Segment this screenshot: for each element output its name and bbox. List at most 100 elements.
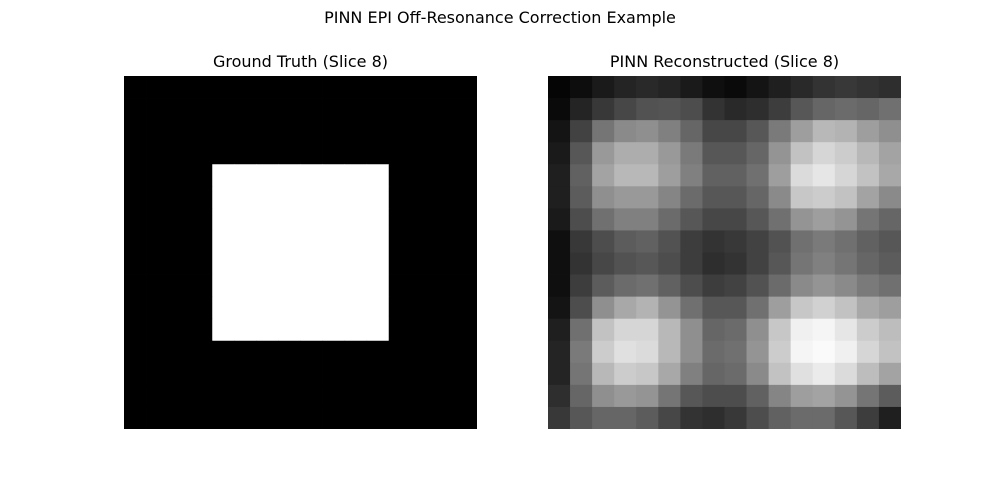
- reconstructed-cell: [636, 76, 659, 99]
- reconstructed-cell: [658, 76, 681, 99]
- ground-truth-cell: [212, 362, 235, 386]
- ground-truth-cell: [212, 142, 235, 165]
- ground-truth-cell: [168, 120, 191, 143]
- reconstructed-cell: [834, 252, 858, 275]
- reconstructed-cell: [790, 296, 814, 320]
- reconstructed-cell: [856, 164, 880, 187]
- reconstructed-cell: [878, 120, 901, 143]
- reconstructed-cell: [834, 142, 858, 165]
- ground-truth-cell: [432, 274, 456, 298]
- reconstructed-cell: [768, 318, 792, 342]
- reconstructed-cell: [724, 362, 747, 386]
- reconstructed-cell: [548, 340, 571, 364]
- ground-truth-cell: [432, 230, 456, 253]
- reconstructed-cell: [658, 296, 681, 320]
- ground-truth-cell: [212, 274, 235, 298]
- reconstructed-cell: [768, 406, 792, 429]
- reconstructed-cell: [570, 362, 593, 386]
- reconstructed-cell: [746, 186, 770, 209]
- ground-truth-cell: [322, 230, 346, 253]
- reconstructed-cell: [768, 384, 792, 408]
- reconstructed-cell: [768, 208, 792, 231]
- reconstructed-cell: [724, 98, 747, 121]
- reconstructed-cell: [592, 252, 615, 275]
- ground-truth-cell: [168, 274, 191, 298]
- ground-truth-cell: [256, 142, 279, 165]
- reconstructed-cell: [680, 406, 703, 429]
- ground-truth-cell: [366, 142, 390, 165]
- reconstructed-cell: [812, 296, 836, 320]
- ground-truth-cell: [256, 230, 279, 253]
- reconstructed-cell: [834, 274, 858, 298]
- ground-truth-cell: [454, 186, 477, 209]
- reconstructed-cell: [570, 252, 593, 275]
- ground-truth-cell: [454, 318, 477, 342]
- ground-truth-cell: [300, 362, 323, 386]
- ground-truth-cell: [388, 120, 412, 143]
- reconstructed-cell: [790, 384, 814, 408]
- ground-truth-cell: [124, 252, 147, 275]
- reconstructed-cell: [768, 98, 792, 121]
- reconstructed-cell: [548, 362, 571, 386]
- ground-truth-cell: [344, 142, 368, 165]
- ground-truth-cell: [432, 340, 456, 364]
- reconstructed-cell: [790, 340, 814, 364]
- ground-truth-cell: [256, 208, 279, 231]
- ground-truth-cell: [278, 406, 301, 429]
- reconstructed-cell: [856, 318, 880, 342]
- ground-truth-cell: [234, 230, 257, 253]
- ground-truth-cell: [124, 76, 147, 99]
- reconstructed-cell: [834, 230, 858, 253]
- reconstructed-cell: [768, 362, 792, 386]
- ground-truth-cell: [454, 208, 477, 231]
- reconstructed-cell: [592, 164, 615, 187]
- ground-truth-cell: [322, 296, 346, 320]
- reconstructed-cell: [856, 120, 880, 143]
- reconstructed-cell: [768, 76, 792, 99]
- reconstructed-cell: [878, 384, 901, 408]
- reconstructed-cell: [702, 340, 725, 364]
- ground-truth-cell: [410, 142, 434, 165]
- reconstructed-cell: [790, 208, 814, 231]
- reconstructed-cell: [680, 120, 703, 143]
- reconstructed-cell: [658, 120, 681, 143]
- ground-truth-cell: [388, 186, 412, 209]
- reconstructed-cell: [680, 76, 703, 99]
- ground-truth-cell: [410, 164, 434, 187]
- reconstructed-heatmap: [548, 76, 901, 429]
- reconstructed-cell: [724, 142, 747, 165]
- reconstructed-cell: [724, 318, 747, 342]
- ground-truth-cell: [168, 208, 191, 231]
- reconstructed-cell: [592, 230, 615, 253]
- ground-truth-cell: [124, 318, 147, 342]
- reconstructed-cell: [724, 120, 747, 143]
- reconstructed-cell: [834, 406, 858, 429]
- ground-truth-cell: [278, 98, 301, 121]
- ground-truth-cell: [168, 142, 191, 165]
- ground-truth-cell: [124, 98, 147, 121]
- reconstructed-cell: [548, 274, 571, 298]
- ground-truth-cell: [344, 274, 368, 298]
- ground-truth-cell: [124, 340, 147, 364]
- reconstructed-cell: [658, 274, 681, 298]
- ground-truth-cell: [300, 340, 323, 364]
- ground-truth-cell: [234, 274, 257, 298]
- reconstructed-cell: [878, 340, 901, 364]
- ground-truth-cell: [366, 340, 390, 364]
- ground-truth-cell: [190, 252, 213, 275]
- ground-truth-cell: [234, 318, 257, 342]
- reconstructed-cell: [570, 208, 593, 231]
- reconstructed-cell: [680, 186, 703, 209]
- ground-truth-cell: [322, 362, 346, 386]
- ground-truth-cell: [168, 252, 191, 275]
- ground-truth-cell: [146, 208, 169, 231]
- reconstructed-cell: [614, 362, 637, 386]
- reconstructed-cell: [614, 296, 637, 320]
- ground-truth-cell: [344, 362, 368, 386]
- ground-truth-cell: [432, 406, 456, 429]
- reconstructed-cell: [614, 164, 637, 187]
- reconstructed-cell: [834, 120, 858, 143]
- ground-truth-cell: [410, 318, 434, 342]
- ground-truth-cell: [454, 384, 477, 408]
- reconstructed-cell: [592, 76, 615, 99]
